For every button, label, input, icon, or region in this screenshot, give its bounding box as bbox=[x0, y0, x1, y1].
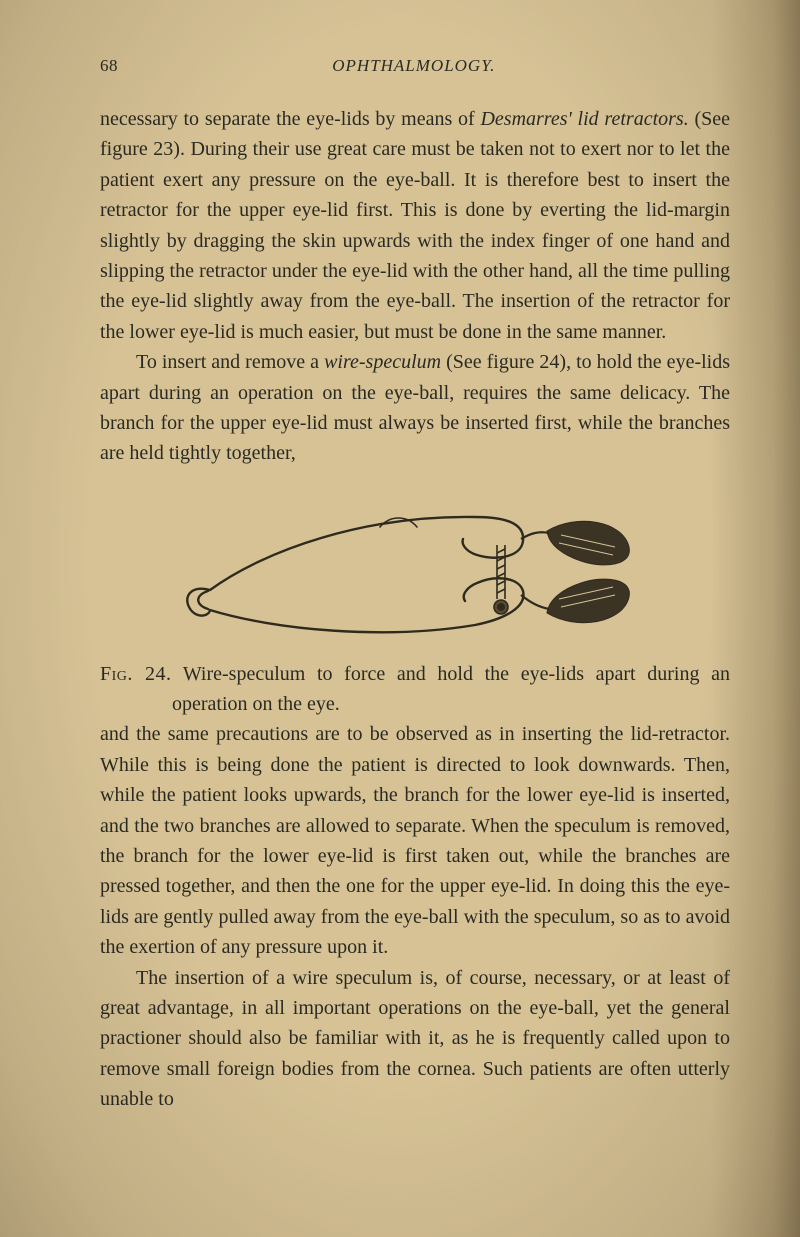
figure-caption: Fig. 24. Wire-speculum to force and hold… bbox=[100, 659, 730, 720]
running-head: OPHTHALMOLOGY. bbox=[332, 56, 495, 76]
body-text: necessary to separate the eye-lids by me… bbox=[100, 104, 730, 1115]
figure-caption-text: Wire-speculum to force and hold the eye-… bbox=[172, 663, 730, 715]
paragraph-1: necessary to separate the eye-lids by me… bbox=[100, 104, 730, 347]
paragraph-3: and the same precautions are to be obser… bbox=[100, 719, 730, 962]
page: 68 OPHTHALMOLOGY. necessary to separate … bbox=[0, 0, 800, 1237]
paragraph-2: To insert and remove a wire-speculum (Se… bbox=[100, 347, 730, 469]
page-number: 68 bbox=[100, 56, 118, 76]
wire-speculum-icon bbox=[175, 495, 655, 645]
paragraph-4: The insertion of a wire speculum is, of … bbox=[100, 963, 730, 1115]
figure-24 bbox=[100, 495, 730, 645]
figure-label: Fig. 24. bbox=[100, 663, 172, 685]
running-header: 68 OPHTHALMOLOGY. bbox=[100, 56, 730, 76]
